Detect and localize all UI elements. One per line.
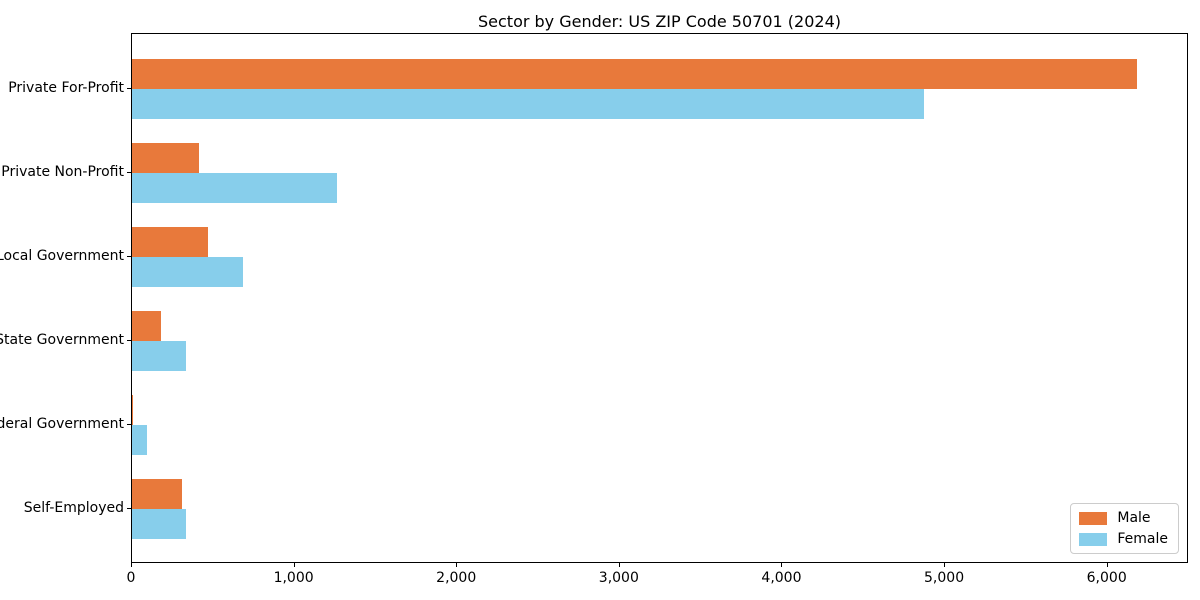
y-tick-label: Private For-Profit xyxy=(8,80,124,96)
x-tick-mark xyxy=(1106,563,1108,567)
legend-swatch-female xyxy=(1079,532,1108,546)
y-tick-label: Private Non-Profit xyxy=(1,164,124,180)
x-tick-label: 1,000 xyxy=(273,570,314,586)
y-tick-mark xyxy=(127,508,131,509)
bar-male-4 xyxy=(132,311,162,341)
bar-female-6 xyxy=(132,509,186,539)
x-tick-mark xyxy=(781,563,783,567)
chart-title: Sector by Gender: US ZIP Code 50701 (202… xyxy=(478,12,841,31)
x-tick-label: 0 xyxy=(126,570,136,586)
legend-label-female: Female xyxy=(1117,531,1168,547)
bar-male-2 xyxy=(132,143,200,173)
x-tick-label: 6,000 xyxy=(1086,570,1127,586)
legend: Male Female xyxy=(1070,503,1179,554)
x-tick-mark xyxy=(131,563,132,567)
bar-female-1 xyxy=(132,89,924,119)
y-tick-mark xyxy=(127,256,131,257)
y-tick-mark xyxy=(127,172,131,173)
plot-area: Male Female xyxy=(131,33,1188,563)
x-tick-mark xyxy=(944,563,946,567)
x-tick-mark xyxy=(456,563,458,567)
bar-male-5 xyxy=(132,395,134,425)
x-tick-mark xyxy=(618,563,620,567)
bar-female-3 xyxy=(132,257,243,287)
legend-item-male: Male xyxy=(1079,510,1168,526)
bar-male-1 xyxy=(132,59,1137,89)
bar-female-2 xyxy=(132,173,337,203)
bar-male-3 xyxy=(132,227,209,257)
bar-male-6 xyxy=(132,479,183,509)
bar-female-5 xyxy=(132,425,147,455)
x-tick-mark xyxy=(293,563,295,567)
y-tick-mark xyxy=(127,340,131,341)
x-tick-label: 2,000 xyxy=(436,570,477,586)
x-tick-label: 5,000 xyxy=(924,570,965,586)
y-tick-mark xyxy=(127,424,131,425)
y-tick-label: Federal Government xyxy=(0,416,124,432)
x-tick-label: 3,000 xyxy=(598,570,639,586)
legend-label-male: Male xyxy=(1117,510,1151,526)
bar-female-4 xyxy=(132,341,187,371)
y-tick-label: State Government xyxy=(0,332,124,348)
x-tick-label: 4,000 xyxy=(761,570,802,586)
y-tick-label: Self-Employed xyxy=(23,500,124,516)
y-tick-label: Local Government xyxy=(0,248,124,264)
legend-item-female: Female xyxy=(1079,531,1168,547)
y-tick-mark xyxy=(127,88,131,89)
legend-swatch-male xyxy=(1079,511,1108,525)
